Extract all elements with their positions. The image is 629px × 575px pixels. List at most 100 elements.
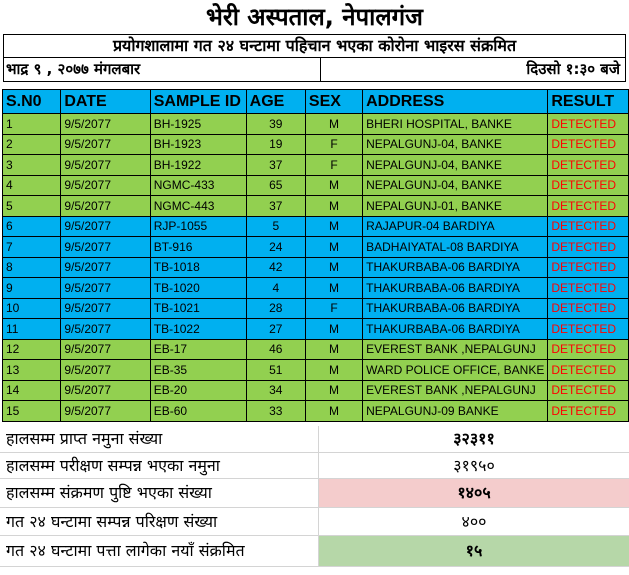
summary-value: १५ — [319, 536, 629, 566]
table-row: 1 9/5/2077 BH-1925 39 M BHERI HOSPITAL, BANKE… — [1, 113, 629, 135]
table-row: 12 9/5/2077 EB-17 46 M EVEREST BANK ,NEPALGUN… — [1, 338, 629, 360]
cell-sn: 15 — [1, 400, 62, 422]
cell-date: 9/5/2077 — [60, 174, 151, 196]
column-header-address: ADDRESS — [362, 89, 549, 114]
cell-date: 9/5/2077 — [60, 215, 151, 237]
cell-sample-id: TB-1018 — [149, 256, 247, 278]
table-row: 14 9/5/2077 EB-20 34 M EVEREST BANK ,NEPALGUN… — [1, 379, 629, 401]
cell-sn: 3 — [1, 154, 62, 176]
column-header-result: RESULT — [547, 89, 629, 114]
table-row: 15 9/5/2077 EB-60 33 M NEPALGUNJ-09 BANKE DETE… — [1, 400, 629, 422]
cell-result: DETECTED — [547, 154, 629, 176]
cell-sample-id: BT-916 — [149, 236, 247, 258]
cell-result: DETECTED — [547, 195, 629, 217]
cell-sex: M — [304, 400, 364, 422]
cell-sex: F — [304, 154, 364, 176]
table-row: 5 9/5/2077 NGMC-443 37 M NEPALGUNJ-01, BANKE D… — [1, 195, 629, 217]
cell-date: 9/5/2077 — [60, 338, 151, 360]
date-time-row: भाद्र ९ , २०७७ मंगलबार दिउसो १:३० बजे — [3, 57, 626, 82]
cell-address: THAKURBABA-06 BARDIYA — [362, 277, 549, 299]
cell-result: DETECTED — [547, 297, 629, 319]
cell-result: DETECTED — [547, 174, 629, 196]
cell-sn: 6 — [1, 215, 62, 237]
column-header-sample-id: SAMPLE ID — [149, 89, 247, 114]
cell-result: DETECTED — [547, 338, 629, 360]
cell-age: 27 — [245, 318, 306, 340]
cell-sn: 10 — [1, 297, 62, 319]
cell-date: 9/5/2077 — [60, 379, 151, 401]
table-row: 11 9/5/2077 TB-1022 27 M THAKURBABA-06 BARDIY… — [1, 318, 629, 340]
cell-sn: 7 — [1, 236, 62, 258]
cell-sn: 8 — [1, 256, 62, 278]
cell-age: 51 — [245, 359, 306, 381]
cell-address: EVEREST BANK ,NEPALGUNJ — [362, 379, 549, 401]
cell-sample-id: TB-1020 — [149, 277, 247, 299]
cell-address: NEPALGUNJ-04, BANKE — [362, 133, 549, 155]
cell-sample-id: BH-1922 — [149, 154, 247, 176]
report-date: भाद्र ९ , २०७७ मंगलबार — [6, 60, 141, 78]
cell-address: NEPALGUNJ-09 BANKE — [362, 400, 549, 422]
cell-sample-id: EB-60 — [149, 400, 247, 422]
cell-age: 37 — [245, 154, 306, 176]
cell-date: 9/5/2077 — [60, 359, 151, 381]
cell-address: THAKURBABA-06 BARDIYA — [362, 318, 549, 340]
cell-sn: 13 — [1, 359, 62, 381]
cell-sex: M — [304, 236, 364, 258]
cell-sn: 1 — [1, 113, 62, 135]
column-header-date: DATE — [60, 89, 151, 114]
cell-address: THAKURBABA-06 BARDIYA — [362, 297, 549, 319]
cell-date: 9/5/2077 — [60, 236, 151, 258]
summary-label: हालसम्म परीक्षण सम्पन्न भएका नमुना — [0, 453, 319, 478]
cell-sn: 2 — [1, 133, 62, 155]
cell-date: 9/5/2077 — [60, 318, 151, 340]
table-row: 8 9/5/2077 TB-1018 42 M THAKURBABA-06 BARDIYA… — [1, 256, 629, 278]
cell-age: 5 — [245, 215, 306, 237]
cell-result: DETECTED — [547, 236, 629, 258]
cell-address: BADHAIYATAL-08 BARDIYA — [362, 236, 549, 258]
cell-age: 33 — [245, 400, 306, 422]
cell-sex: M — [304, 379, 364, 401]
table-row: 7 9/5/2077 BT-916 24 M BADHAIYATAL-08 BARDIYA… — [1, 236, 629, 258]
cell-sample-id: EB-20 — [149, 379, 247, 401]
cell-address: NEPALGUNJ-01, BANKE — [362, 195, 549, 217]
cell-date: 9/5/2077 — [60, 154, 151, 176]
cell-sample-id: NGMC-433 — [149, 174, 247, 196]
cell-result: DETECTED — [547, 113, 629, 135]
column-header-age: AGE — [245, 89, 306, 114]
cell-date: 9/5/2077 — [60, 133, 151, 155]
summary-row: गत २४ घन्टामा सम्पन्न परिक्षण संख्या ४०० — [0, 508, 629, 536]
cell-sex: M — [304, 359, 364, 381]
cell-sn: 12 — [1, 338, 62, 360]
cell-result: DETECTED — [547, 256, 629, 278]
cell-sample-id: EB-17 — [149, 338, 247, 360]
cell-sample-id: TB-1021 — [149, 297, 247, 319]
cell-sn: 5 — [1, 195, 62, 217]
cell-address: NEPALGUNJ-04, BANKE — [362, 154, 549, 176]
cell-sex: M — [304, 338, 364, 360]
table-header-row: S.N0 DATE SAMPLE ID AGE SEX ADDRESS RESULT — [1, 89, 629, 114]
cell-address: WARD POLICE OFFICE, BANKE — [362, 359, 549, 381]
cell-age: 24 — [245, 236, 306, 258]
summary-row: हालसम्म परीक्षण सम्पन्न भएका नमुना ३१९५० — [0, 453, 629, 479]
cell-date: 9/5/2077 — [60, 113, 151, 135]
table-row: 4 9/5/2077 NGMC-433 65 M NEPALGUNJ-04, BANKE D… — [1, 174, 629, 196]
cell-sex: M — [304, 113, 364, 135]
report-time: दिउसो १:३० बजे — [526, 60, 620, 78]
table-row: 10 9/5/2077 TB-1021 28 F THAKURBABA-06 BARDIY… — [1, 297, 629, 319]
cell-address: NEPALGUNJ-04, BANKE — [362, 174, 549, 196]
summary-value: ३१९५० — [453, 456, 495, 475]
table-row: 3 9/5/2077 BH-1922 37 F NEPALGUNJ-04, BANKE DE… — [1, 154, 629, 176]
cell-sample-id: RJP-1055 — [149, 215, 247, 237]
cell-date: 9/5/2077 — [60, 256, 151, 278]
report-subtitle: प्रयोगशालामा गत २४ घन्टामा पहिचान भएका क… — [3, 34, 626, 58]
cell-sn: 9 — [1, 277, 62, 299]
cell-sex: F — [304, 133, 364, 155]
cell-sn: 4 — [1, 174, 62, 196]
cell-sn: 14 — [1, 379, 62, 401]
cases-table: S.N0 DATE SAMPLE ID AGE SEX ADDRESS RESULT 1 9/… — [1, 89, 629, 422]
cell-date: 9/5/2077 — [60, 277, 151, 299]
cell-sex: F — [304, 297, 364, 319]
cell-age: 34 — [245, 379, 306, 401]
cell-address: RAJAPUR-04 BARDIYA — [362, 215, 549, 237]
